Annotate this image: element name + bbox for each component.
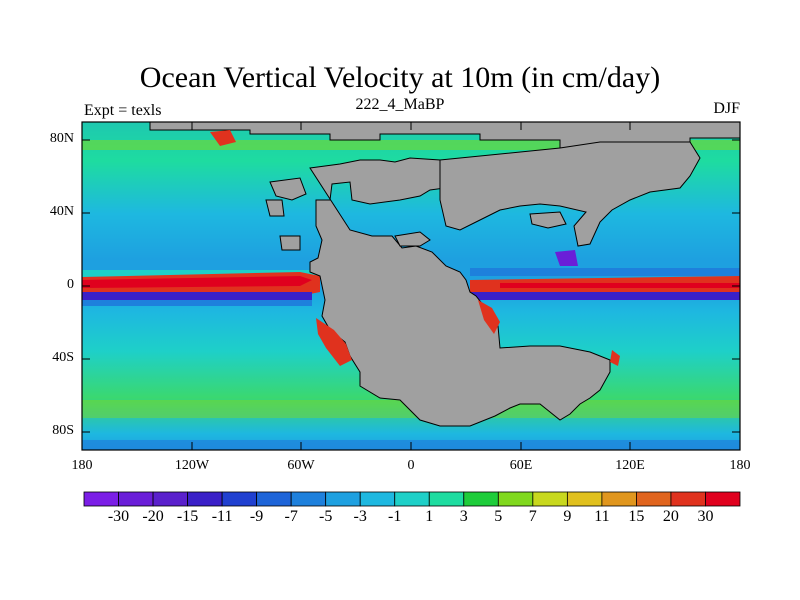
colorbar-swatch [428,491,465,507]
lat-ticks [82,139,740,433]
lon-ticks [81,122,631,450]
colorbar-label: 1 [425,508,434,525]
lon-tick-label: 60E [509,458,533,473]
equatorial-core-pacific [82,276,312,288]
downwelling-band-tethys [470,292,740,300]
lat-tick-label: 80S [52,423,74,438]
colorbar-swatch [394,491,430,507]
colorbar-swatch [359,491,396,507]
lon-tick-label: 180 [729,458,751,473]
lat-tick-label: 40S [52,350,74,365]
colorbar-label: 15 [628,508,645,525]
colorbar-label: -11 [211,508,233,525]
lon-tick-label: 0 [407,458,415,473]
west-islet [279,235,301,251]
lon-tick-label: 120W [174,458,210,473]
arctic-band [82,140,740,150]
colorbar-swatch [497,491,534,507]
lat-tick-label: 80N [49,131,74,146]
colorbar-swatch [221,491,258,507]
colorbar-label: 9 [563,508,572,525]
colorbar-label: -1 [388,508,402,525]
coastal-upwelling-east [478,300,500,334]
colorbar-swatch [601,491,637,507]
colorbar-label: 20 [662,508,679,525]
colorbar-swatch [118,491,154,507]
lon-tick-label: 60W [287,458,315,473]
tethys-island-east [529,211,567,229]
period-label: 222_4_MaBP [355,96,445,113]
colorbar-label: -3 [353,508,367,525]
colorbar-label: -5 [319,508,333,525]
downwelling-band-pacific [82,292,312,300]
lat-tick-label: 40N [49,204,74,219]
colorbar-swatch [83,491,119,507]
colorbar-label: -7 [284,508,298,525]
colorbar-swatch [152,491,188,507]
colorbar-label: 3 [459,508,468,525]
north-islet [265,199,285,217]
colorbar-label: -15 [176,508,199,525]
lon-tick-label: 120E [615,458,645,473]
downwelling-edge-pacific [82,300,312,306]
colorbar-swatch [187,491,223,507]
colorbar-swatch [705,491,741,507]
colorbar-label: -9 [249,508,264,525]
upwelling-band-north [82,270,322,278]
colorbar-label: 7 [528,508,537,525]
colorbar-swatch [566,491,603,507]
equatorial-core-tethys [500,283,740,288]
colorbar-label: 11 [594,508,610,525]
colorbar-swatch [290,491,327,507]
downwelling-patch-gulf [555,250,578,266]
colorbar-swatch [636,491,672,507]
map-title: Ocean Vertical Velocity at 10m (in cm/da… [139,61,661,94]
coastal-hotspot-south [610,350,620,366]
colorbar-label: -20 [142,508,164,525]
colorbar-swatch [532,491,568,507]
lat-tick-label: 0 [67,277,74,292]
colorbar-swatch [325,491,361,507]
experiment-label: Expt = texls [84,102,162,119]
colorbar-label: -30 [107,508,130,525]
downwelling-north-tethys [470,268,740,276]
land-masses [149,122,740,427]
colorbar-swatch [256,491,292,507]
pangaea-main [309,157,611,427]
tethys-island-west [394,231,431,247]
coastal-upwelling-west [316,318,352,366]
lon-tick-label: 180 [71,458,93,473]
arctic-hotspot [210,130,236,146]
colorbar-swatch [670,491,706,507]
eurasia-north [439,141,701,247]
arctic-land [149,122,740,149]
map-plot-area [82,122,740,450]
colorbar-swatch [463,491,499,507]
season-label: DJF [713,100,740,117]
colorbar-label: 30 [697,508,714,525]
colorbar-label: 5 [494,508,503,525]
north-island [269,177,307,201]
colorbar [83,491,741,507]
